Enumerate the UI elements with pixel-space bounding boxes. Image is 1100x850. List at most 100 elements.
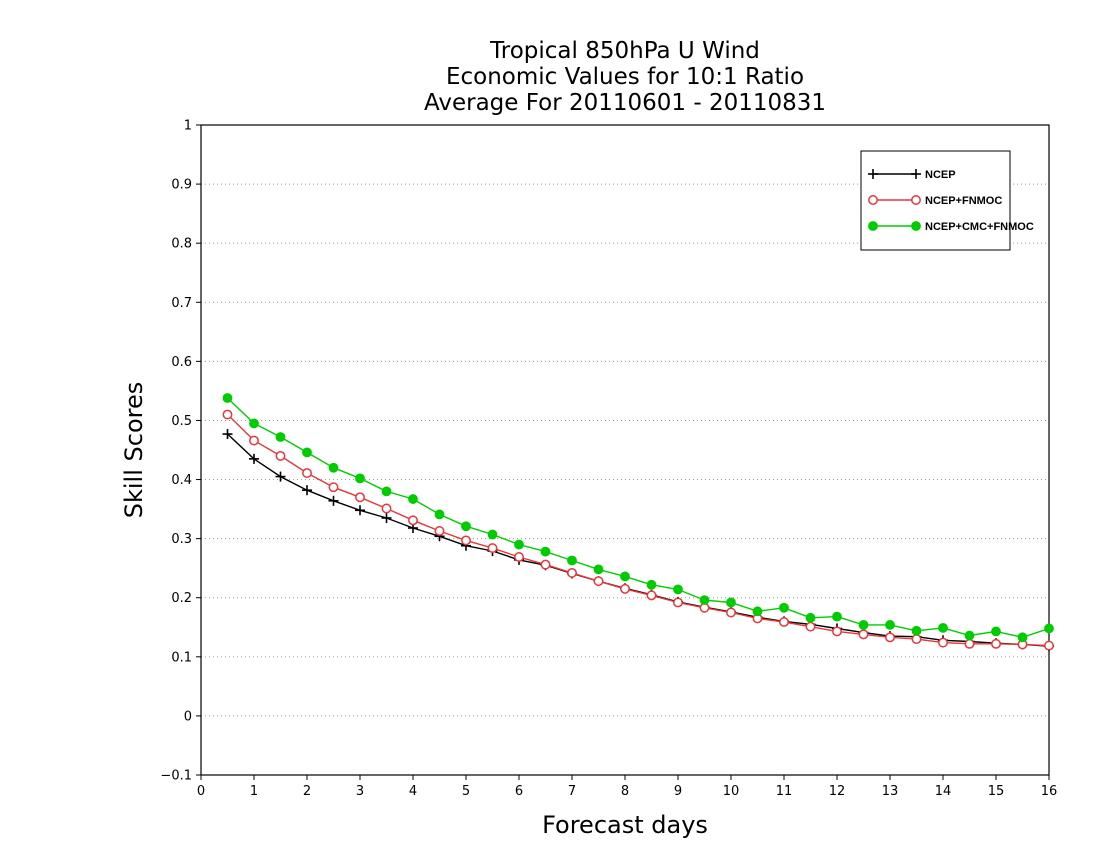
data-point	[275, 471, 286, 482]
x-tick-label: 5	[462, 784, 470, 799]
data-point	[487, 543, 498, 554]
plot-frame	[200, 124, 1050, 776]
x-axis-label: Forecast days	[542, 811, 708, 839]
legend-entry: NCEP+CMC+FNMOC	[868, 221, 1034, 233]
y-tick-label: 0.7	[171, 296, 192, 311]
data-point	[381, 486, 392, 497]
x-tick-label: 14	[935, 784, 952, 799]
data-point	[858, 620, 869, 630]
y-tick-label: 0	[184, 709, 192, 724]
x-tick-label: 2	[303, 784, 311, 799]
y-tick-label: 0.6	[171, 355, 192, 370]
data-point	[222, 409, 233, 420]
x-tick-label: 1	[250, 784, 258, 799]
series-0	[222, 429, 1054, 652]
title-line-3: Average For 20110601 - 20110831	[424, 90, 826, 116]
data-point	[964, 630, 975, 641]
data-point	[832, 626, 842, 637]
data-point	[991, 638, 1001, 649]
data-point	[381, 503, 392, 514]
data-point	[408, 515, 418, 526]
data-point	[885, 632, 895, 643]
x-tick-label: 10	[723, 784, 740, 799]
data-point	[381, 512, 392, 523]
legend-marker	[868, 195, 878, 205]
x-tick-label: 4	[409, 784, 417, 799]
x-tick-label: 7	[568, 784, 576, 799]
y-tick-label: 0.1	[171, 650, 192, 665]
data-point	[540, 546, 551, 557]
data-point	[964, 638, 975, 649]
data-point	[567, 555, 577, 566]
y-tick-label: 0.2	[171, 591, 192, 606]
data-point	[1044, 623, 1054, 634]
data-point	[646, 579, 657, 590]
legend-entry: NCEP	[868, 169, 956, 181]
x-tick-label: 15	[988, 784, 1005, 799]
data-point	[991, 626, 1001, 637]
y-tick-label: 0.5	[171, 414, 192, 429]
x-tick-label: 11	[776, 784, 793, 799]
data-point	[302, 468, 312, 478]
data-point	[408, 494, 418, 504]
data-point	[275, 432, 286, 442]
series-2	[222, 393, 1054, 643]
legend-label: NCEP+CMC+FNMOC	[925, 221, 1034, 233]
data-point	[328, 495, 339, 506]
x-tick-label: 8	[621, 784, 629, 799]
legend-marker	[911, 221, 921, 231]
data-point	[1044, 640, 1054, 651]
y-tick-label: 0.3	[171, 532, 192, 547]
legend: NCEP NCEP+FNMOC NCEP+CMC+FNMOC	[860, 150, 1034, 251]
data-point	[461, 521, 471, 532]
data-point	[434, 509, 445, 520]
y-tick-label: 0.9	[171, 178, 192, 193]
data-point	[832, 611, 842, 622]
data-point	[434, 526, 445, 536]
y-tick-label: 0.8	[171, 237, 192, 252]
y-tick-label: 0.4	[171, 473, 192, 488]
data-point	[249, 435, 259, 446]
series-1	[222, 409, 1054, 651]
x-tick-label: 12	[829, 784, 846, 799]
data-point	[593, 576, 604, 587]
data-point	[938, 622, 948, 633]
data-point	[858, 629, 869, 640]
data-point	[673, 584, 683, 595]
data-point	[355, 492, 365, 503]
data-point	[567, 567, 577, 578]
data-point	[355, 505, 365, 516]
data-point	[540, 559, 551, 570]
data-point	[805, 612, 816, 623]
data-point	[487, 529, 498, 540]
legend-marker	[911, 195, 921, 205]
y-tick-label: −0.1	[160, 769, 192, 784]
data-point	[779, 602, 789, 613]
data-point	[302, 447, 312, 458]
data-point	[222, 393, 233, 403]
data-point	[752, 606, 763, 617]
x-tick-label: 9	[674, 784, 682, 799]
data-point	[620, 571, 630, 582]
data-point	[938, 637, 948, 648]
data-point	[885, 620, 895, 630]
axes: −0.100.10.20.30.40.50.60.70.80.910 1 2 3 4 5 6…	[160, 119, 1057, 800]
data-point	[514, 552, 524, 562]
data-point	[355, 473, 365, 484]
data-point	[805, 621, 816, 632]
legend-entry: NCEP+FNMOC	[868, 195, 1002, 207]
data-point	[275, 450, 286, 461]
data-point	[593, 564, 604, 575]
data-point	[620, 583, 630, 594]
data-point	[646, 590, 657, 601]
x-tick-label: 0	[197, 784, 205, 799]
data-point	[911, 625, 922, 636]
x-tick-label: 3	[356, 784, 364, 799]
data-point	[726, 597, 736, 608]
data-point	[699, 595, 710, 605]
chart-title: Tropical 850hPa U Wind Economic Values f…	[424, 38, 826, 116]
x-tick-label: 6	[515, 784, 523, 799]
legend-label: NCEP+FNMOC	[925, 195, 1002, 207]
data-point	[249, 418, 259, 429]
